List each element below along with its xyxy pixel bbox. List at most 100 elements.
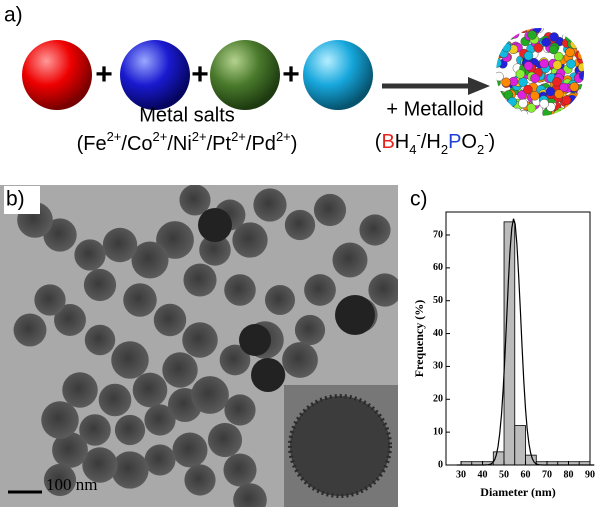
atom (539, 58, 549, 69)
atom (496, 103, 503, 114)
x-tick-label: 30 (456, 469, 466, 480)
y-tick-label: 0 (438, 459, 443, 470)
particle (82, 447, 118, 483)
formula-part: /Pd (246, 133, 276, 155)
atom (552, 77, 562, 87)
formula-part: /Ni (167, 133, 191, 155)
sphere (210, 40, 280, 110)
atom (553, 109, 563, 116)
atom (517, 90, 527, 100)
y-tick-label: 70 (433, 229, 443, 240)
panel-label: c) (410, 188, 428, 211)
atom (549, 32, 559, 42)
panel-label: a) (4, 4, 23, 27)
formula-part: 4 (409, 142, 416, 157)
formula-part: /H (421, 131, 441, 153)
atom (559, 82, 569, 93)
atom (571, 28, 581, 38)
particle (156, 221, 194, 259)
atom (496, 58, 502, 68)
particle (172, 432, 208, 468)
atom (496, 45, 502, 55)
atom (501, 104, 511, 114)
atom (507, 97, 517, 107)
particle (84, 324, 116, 356)
formula-part: O (461, 131, 477, 153)
atom (515, 69, 526, 79)
y-tick-label: 50 (433, 295, 443, 306)
atom (571, 103, 582, 113)
sphere (120, 40, 190, 110)
plus: + (95, 58, 113, 91)
atom (496, 109, 505, 116)
atom (576, 88, 584, 98)
formula-part: 2+ (231, 129, 246, 144)
arrow-head (468, 77, 490, 95)
atom (561, 95, 572, 105)
atom (527, 30, 537, 40)
atom (530, 91, 540, 101)
atom (572, 28, 582, 33)
particle (239, 324, 271, 356)
atom (518, 110, 529, 116)
metalloid-label: + Metalloid (386, 98, 483, 120)
atom (539, 99, 549, 109)
x-tick-label: 70 (542, 469, 552, 480)
particle (284, 209, 316, 241)
atom (512, 107, 522, 116)
atom (577, 62, 584, 73)
salts-label: Metal salts (139, 104, 235, 126)
particle (83, 268, 117, 302)
y-tick-label: 30 (433, 361, 443, 372)
particle (162, 352, 198, 388)
particle (251, 358, 285, 392)
atom (496, 99, 503, 109)
atom (575, 28, 584, 35)
formula-part: /Co (121, 133, 152, 155)
atom (523, 61, 534, 71)
atom (523, 51, 534, 61)
formula-part: B (381, 131, 394, 153)
particle (359, 214, 391, 246)
atom (578, 28, 584, 36)
plus: + (191, 58, 209, 91)
metalloid-formula: (BH4-/H2PO2-) (375, 127, 495, 157)
salts-formula: (Fe2+/Co2+/Ni2+/Pt2+/Pd2+) (77, 129, 298, 155)
particle (144, 444, 176, 476)
atom (501, 77, 511, 87)
atom (565, 47, 575, 57)
formula-part: ) (291, 133, 298, 155)
atom (498, 110, 508, 116)
particle (253, 188, 287, 222)
particle (332, 242, 368, 278)
fit-curve (456, 218, 595, 466)
particle (294, 314, 326, 346)
particle (183, 263, 217, 297)
y-tick-label: 20 (433, 394, 443, 405)
formula-part: (Fe (77, 133, 107, 155)
atom (508, 28, 518, 35)
plus: + (282, 58, 300, 91)
particle (132, 372, 168, 408)
particle (224, 274, 256, 306)
atom (570, 28, 581, 38)
particle (13, 313, 47, 347)
scale-label: 100 nm (46, 475, 97, 494)
particle (144, 404, 176, 436)
particle (52, 432, 88, 468)
y-axis-title: Frequency (%) (412, 300, 426, 377)
atom (496, 104, 501, 114)
x-tick-label: 60 (521, 469, 531, 480)
formula-part: H (395, 131, 409, 153)
particle (79, 414, 111, 446)
formula-part: 2+ (192, 129, 207, 144)
label-bg (4, 186, 40, 214)
atom (569, 82, 580, 92)
formula-part: 2+ (276, 129, 291, 144)
particle (232, 222, 268, 258)
formula-part: ) (489, 131, 496, 153)
atom (505, 105, 515, 115)
atom (499, 28, 509, 38)
atom (577, 50, 584, 60)
